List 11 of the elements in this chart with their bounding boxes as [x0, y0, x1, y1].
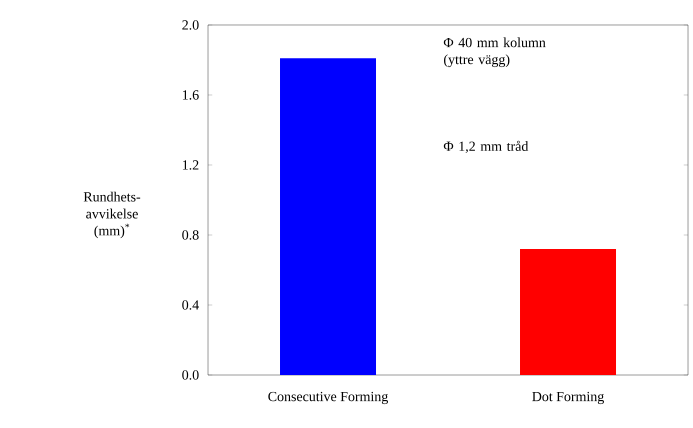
annotation: Φ 1,2 mm tråd [444, 140, 528, 153]
y-tick-label: 0.8 [182, 230, 199, 240]
y-tick-label: 0.0 [182, 370, 199, 380]
x-tick-label: Consecutive Forming [268, 392, 388, 404]
y-tick-label: 1.2 [182, 160, 198, 170]
y-tick-label: 0.4 [182, 300, 199, 310]
y-axis-title: Rundhets-avvikelse (mm)$^{*}$ [84, 192, 140, 238]
annotation: Φ 40 mm kolumn (yttre vägg) [444, 37, 546, 68]
y-tick-label: 2.0 [182, 20, 199, 30]
x-tick-label: Dot Forming [532, 392, 604, 404]
y-tick-label: 1.6 [182, 90, 199, 100]
